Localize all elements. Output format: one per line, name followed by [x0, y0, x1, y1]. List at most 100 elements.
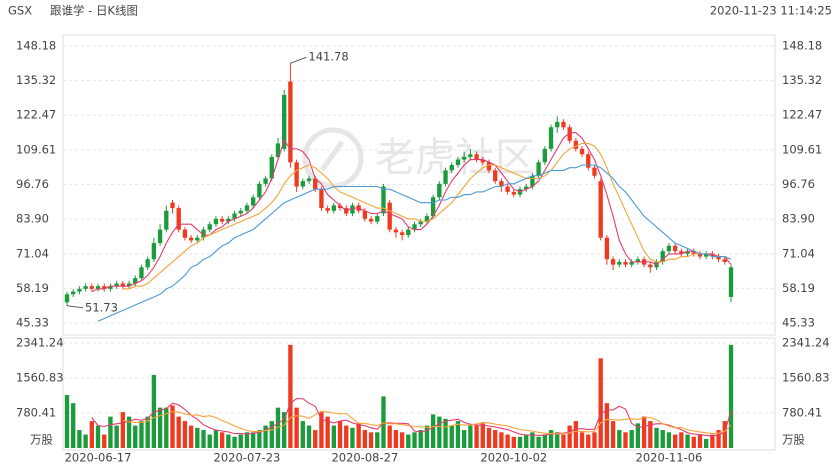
volume-bar — [474, 425, 479, 448]
candle-body — [617, 261, 622, 265]
volume-bar — [530, 432, 535, 448]
volume-bar — [294, 407, 299, 448]
candle-body — [648, 264, 653, 268]
y-tick-label-right: 109.61 — [782, 142, 822, 156]
candle-body — [120, 283, 126, 287]
volume-moving-average — [122, 410, 732, 435]
volume-bar — [579, 432, 585, 448]
y-tick-label: 109.61 — [16, 142, 56, 156]
candle-body — [697, 253, 703, 257]
volume-bar — [486, 427, 492, 448]
volume-bar — [710, 434, 715, 448]
candle-body — [716, 256, 721, 260]
y-tick-label-right: 1560.83 — [782, 370, 830, 384]
candle-body — [424, 216, 430, 222]
volume-bar — [617, 430, 622, 448]
volume-bar — [635, 423, 641, 448]
y-tick-label: 45.33 — [16, 316, 49, 330]
volume-bar — [337, 421, 343, 448]
volume-bar — [362, 430, 368, 448]
y-tick-label: 71.04 — [16, 246, 49, 260]
candle-body — [368, 218, 374, 222]
candle-body — [604, 237, 610, 260]
price-panel — [62, 34, 776, 336]
volume-bar — [375, 432, 380, 448]
candle-body — [486, 162, 492, 171]
candle-body — [102, 286, 107, 289]
volume-bar — [517, 436, 523, 448]
candle-body — [313, 178, 318, 190]
candle-body — [176, 208, 181, 230]
volume-bar — [344, 425, 349, 448]
candle-body — [691, 251, 696, 254]
volume-unit: 万股 — [30, 433, 53, 447]
volume-bar — [126, 416, 132, 448]
candle-body — [232, 213, 237, 219]
candle-body — [306, 178, 312, 182]
candle-body — [704, 253, 709, 257]
candle-body — [387, 202, 392, 230]
candle-body — [282, 94, 287, 149]
volume-bar — [418, 430, 423, 448]
volume-bar — [356, 423, 361, 448]
y-tick-label: 135.32 — [16, 73, 56, 87]
candle-body — [623, 261, 628, 265]
y-tick-label: 58.19 — [16, 281, 49, 295]
candle-body — [213, 218, 219, 225]
volume-bar — [95, 425, 101, 448]
candle-body — [399, 232, 405, 236]
moving-average — [97, 164, 732, 322]
candle-body — [728, 267, 734, 297]
y-tick-label-right: 45.33 — [782, 316, 815, 330]
candle-body — [561, 121, 566, 128]
volume-bar — [300, 421, 305, 448]
candle-body — [530, 175, 535, 187]
moving-average — [122, 142, 732, 290]
volume-bar — [188, 425, 194, 448]
candle-body — [244, 205, 250, 211]
volume-bar — [238, 434, 243, 448]
volume-bar — [71, 403, 76, 448]
candle-body — [263, 178, 268, 184]
timestamp: 2020-11-23 11:14:25 — [710, 4, 832, 18]
candle-body — [548, 127, 554, 149]
volume-bar — [555, 432, 560, 448]
candle-body — [406, 229, 411, 236]
candle-body — [474, 154, 479, 160]
watermark-text: 老虎社区 — [375, 135, 535, 181]
volume-bar — [257, 430, 262, 448]
candle-body — [499, 181, 504, 187]
volume-bar — [269, 421, 274, 448]
candle-body — [145, 259, 150, 268]
candle-body — [660, 251, 665, 262]
candle-body — [195, 237, 200, 241]
candle-body — [126, 283, 132, 287]
volume-bar — [524, 434, 529, 448]
candle-body — [201, 229, 206, 238]
volume-bar — [672, 434, 678, 448]
volume-bar — [648, 421, 653, 448]
candle-body — [170, 202, 175, 209]
volume-bar — [406, 434, 411, 448]
volume-bar — [629, 430, 634, 448]
volume-bar — [511, 436, 516, 448]
volume-bar — [313, 430, 318, 448]
volume-bar — [368, 432, 374, 448]
candle-body — [133, 278, 138, 284]
candle-body — [511, 191, 516, 195]
candle-body — [164, 210, 169, 230]
candle-body — [207, 224, 212, 230]
volume-bar — [387, 425, 392, 448]
candle-body — [710, 253, 715, 257]
candle-body — [685, 251, 690, 254]
volume-bar — [133, 425, 138, 448]
y-tick-label: 2341.24 — [16, 336, 64, 350]
volume-bar — [679, 432, 684, 448]
y-tick-label-right: 122.47 — [782, 108, 822, 122]
volume-bar — [83, 434, 88, 448]
volume-bar — [145, 416, 150, 448]
candle-body — [257, 183, 262, 198]
volume-bar — [114, 425, 119, 448]
candle-body — [536, 162, 541, 176]
volume-bar — [381, 396, 386, 448]
